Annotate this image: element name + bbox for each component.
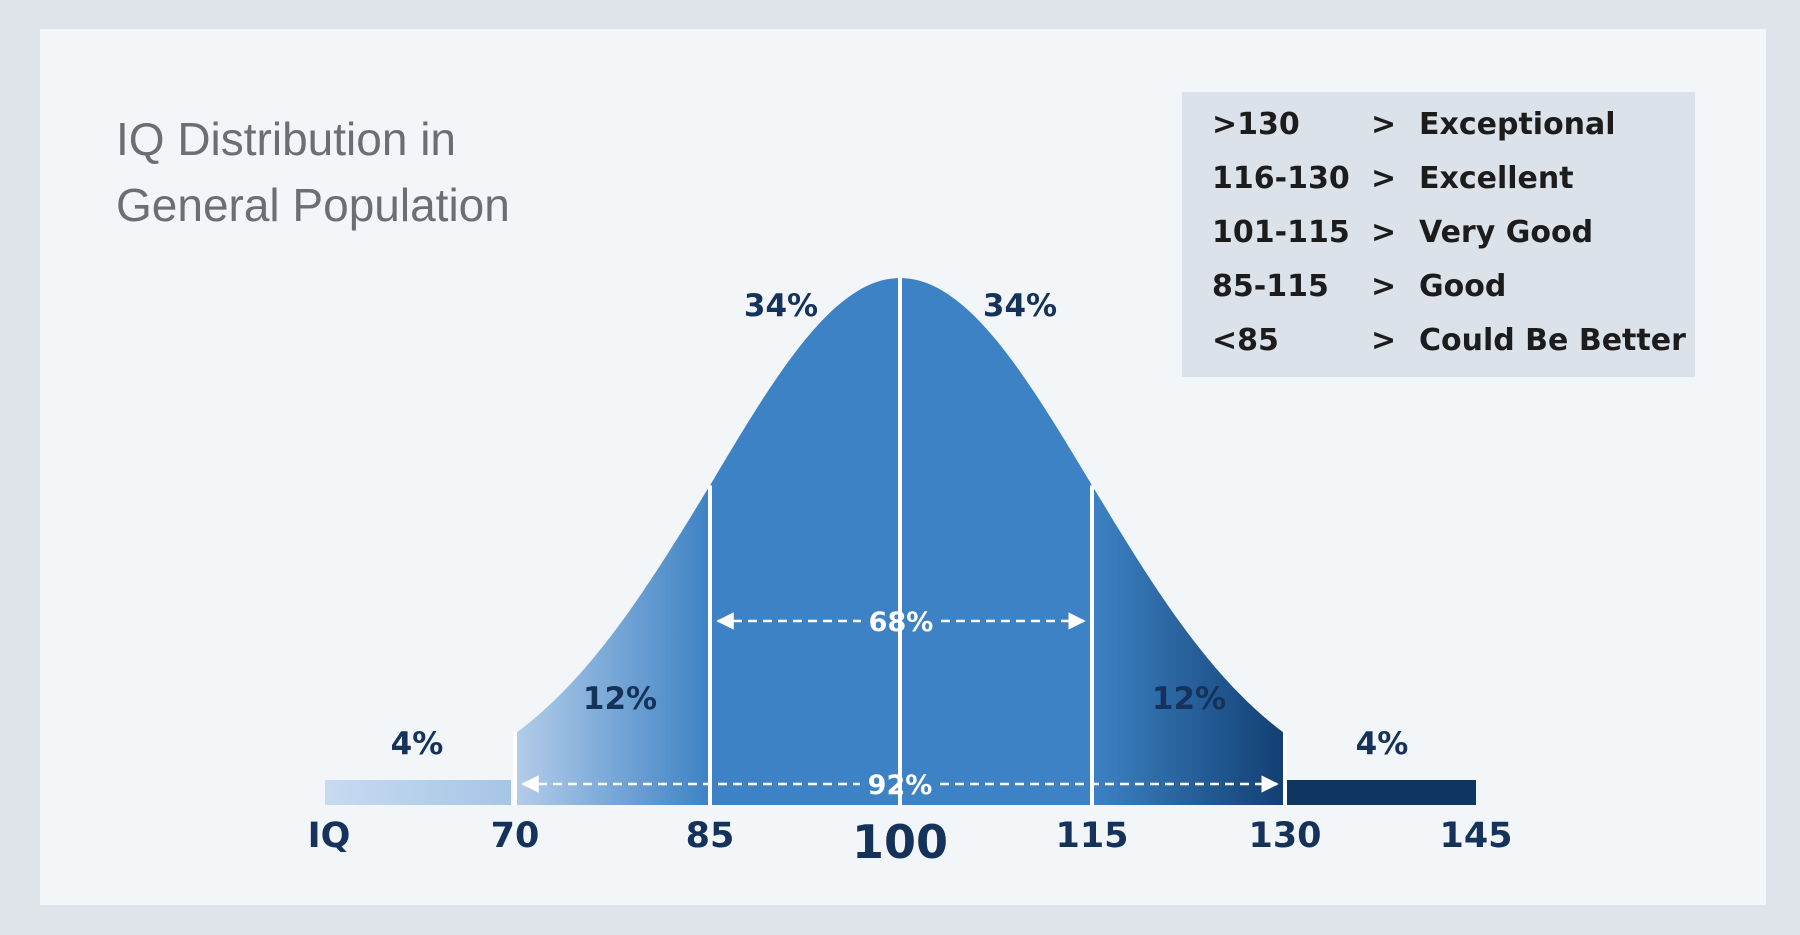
- legend-arrow: >: [1371, 323, 1397, 358]
- segment-label: 34%: [983, 288, 1057, 324]
- bar-segment: [325, 780, 511, 805]
- tick-label: 100: [852, 815, 948, 869]
- legend-range: >130: [1212, 107, 1300, 142]
- segment-label: 4%: [1356, 726, 1409, 762]
- legend-row: >130 > Exceptional: [1182, 98, 1695, 152]
- tick-label: 70: [491, 816, 540, 856]
- legend-range: 101-115: [1212, 215, 1350, 250]
- legend-arrow: >: [1371, 107, 1397, 142]
- legend-range: 116-130: [1212, 161, 1350, 196]
- segment-label: 12%: [1152, 681, 1226, 717]
- legend-label: Good: [1419, 269, 1507, 304]
- title-line-1: IQ Distribution in: [116, 113, 457, 165]
- segment-label: 12%: [583, 681, 657, 717]
- tick-label: 115: [1055, 816, 1128, 856]
- bar-segment: [1287, 780, 1476, 805]
- legend-box: >130 > Exceptional 116-130 > Excellent 1…: [1182, 92, 1695, 377]
- x-axis-label: IQ: [308, 816, 351, 856]
- legend-label: Excellent: [1419, 161, 1574, 196]
- legend-label: Exceptional: [1419, 107, 1616, 142]
- annotation-label: 68%: [869, 607, 934, 638]
- legend-row: 116-130 > Excellent: [1182, 152, 1695, 206]
- legend-arrow: >: [1371, 215, 1397, 250]
- title-line-2: General Population: [116, 179, 510, 231]
- legend-label: Could Be Better: [1419, 323, 1686, 358]
- tick-label: 85: [686, 816, 735, 856]
- annotation-label: 92%: [868, 770, 933, 801]
- curve-segment: [515, 485, 710, 805]
- legend-label: Very Good: [1419, 215, 1594, 250]
- segment-label: 4%: [391, 726, 444, 762]
- tick-label: 145: [1439, 816, 1512, 856]
- chart-title: IQ Distribution in General Population: [116, 106, 510, 238]
- legend-arrow: >: [1371, 161, 1397, 196]
- legend-row: <85 > Could Be Better: [1182, 314, 1695, 368]
- tick-label: 130: [1248, 816, 1321, 856]
- legend-arrow: >: [1371, 269, 1397, 304]
- legend-range: 85-115: [1212, 269, 1329, 304]
- curve-segment: [1092, 485, 1285, 805]
- legend-range: <85: [1212, 323, 1279, 358]
- legend-row: 101-115 > Very Good: [1182, 206, 1695, 260]
- segment-label: 34%: [744, 288, 818, 324]
- legend-row: 85-115 > Good: [1182, 260, 1695, 314]
